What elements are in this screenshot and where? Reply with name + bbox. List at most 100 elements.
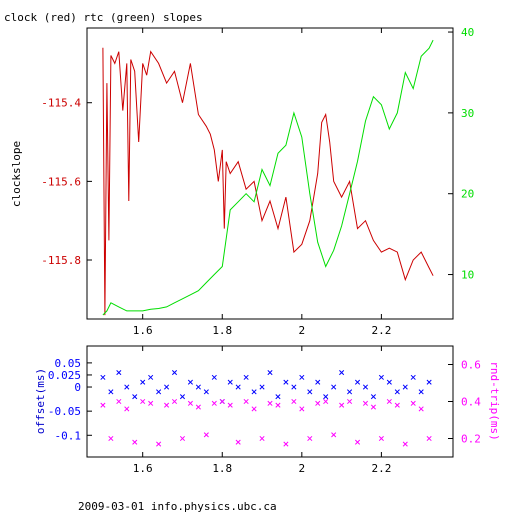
top-y-axis-label: clockslope	[10, 141, 23, 207]
offset-point	[323, 394, 329, 400]
bottom-y-tick-label: 0	[74, 381, 81, 394]
rndtrip-point	[339, 402, 345, 408]
offset-point	[235, 384, 241, 390]
offset-point	[259, 384, 265, 390]
rndtrip-point	[370, 404, 376, 410]
top-x-tick-label: 2.2	[371, 324, 391, 337]
offset-point	[331, 384, 337, 390]
top-y2-tick-label: 40	[461, 26, 474, 39]
rndtrip-point	[211, 400, 217, 406]
rndtrip-point	[132, 439, 138, 445]
offset-point	[299, 374, 305, 380]
offset-point	[386, 379, 392, 385]
offset-point	[354, 379, 361, 385]
rndtrip-point	[140, 398, 146, 405]
offset-point	[315, 379, 321, 385]
offset-point	[140, 379, 146, 385]
offset-point	[227, 379, 233, 385]
top-plot-frame	[86, 27, 454, 320]
rndtrip-point	[283, 441, 289, 447]
offset-point	[132, 394, 138, 400]
bottom-x-tick-label: 1.8	[212, 462, 232, 475]
bottom-left-y-axis-label: offset(ms)	[34, 368, 47, 434]
rndtrip-point	[402, 441, 408, 447]
offset-point	[108, 389, 114, 395]
rndtrip-point	[235, 439, 241, 445]
offset-point	[148, 374, 154, 380]
rndtrip-point	[291, 398, 297, 405]
offset-point	[283, 379, 289, 385]
offset-point	[156, 389, 162, 395]
bottom-y-tick-label: 0.05	[55, 357, 82, 370]
offset-point	[275, 394, 281, 400]
offset-point	[402, 384, 408, 390]
offset-point	[267, 369, 273, 376]
rndtrip-point	[307, 435, 313, 442]
top-x-tick-label: 1.6	[133, 324, 153, 337]
footer-credit: 2009-03-01 info.physics.ubc.ca	[78, 500, 277, 512]
offset-point	[418, 389, 424, 395]
rndtrip-point	[323, 398, 329, 405]
rndtrip-point	[124, 406, 130, 412]
top-y-tick-label: -115.8	[41, 254, 81, 267]
rndtrip-point	[148, 400, 154, 406]
clock-slope-line	[102, 47, 434, 316]
top-y2-tick-label: 30	[461, 107, 474, 120]
offset-point	[187, 379, 193, 385]
offset-point	[179, 394, 186, 400]
rndtrip-point	[187, 400, 193, 406]
page-title: clock (red) rtc (green) slopes	[4, 11, 203, 24]
rndtrip-point	[203, 432, 209, 438]
offset-point	[370, 394, 376, 400]
rndtrip-point	[410, 400, 416, 406]
offset-point	[124, 384, 130, 390]
rtc-slope-line	[102, 39, 434, 316]
rndtrip-point	[299, 406, 305, 412]
rndtrip-point	[164, 402, 170, 408]
offset-point	[394, 389, 400, 395]
bottom-y2-tick-label: 0.6	[461, 359, 481, 372]
offset-point	[116, 369, 122, 376]
offset-point	[203, 389, 209, 395]
rndtrip-point	[243, 398, 249, 405]
rndtrip-point	[354, 439, 361, 445]
bottom-x-tick-label: 1.6	[133, 462, 153, 475]
bottom-right-y-axis-label: rnd-trip(ms)	[488, 361, 501, 440]
offset-point	[362, 384, 369, 390]
rndtrip-point	[331, 432, 337, 438]
offset-point	[378, 374, 384, 380]
rndtrip-point	[100, 402, 106, 408]
top-x-tick-label: 1.8	[212, 324, 232, 337]
bottom-plot-frame	[86, 345, 454, 458]
rndtrip-point	[108, 435, 114, 442]
rndtrip-point	[347, 398, 353, 405]
offset-point	[243, 374, 249, 380]
rndtrip-point	[275, 402, 281, 408]
rndtrip-point	[378, 435, 384, 442]
rndtrip-point	[426, 435, 432, 442]
offset-point	[251, 389, 257, 395]
offset-point	[307, 389, 313, 395]
offset-point	[195, 384, 201, 390]
rndtrip-point	[227, 402, 233, 408]
rndtrip-point	[116, 398, 122, 405]
offset-point	[410, 374, 416, 380]
rndtrip-point	[156, 441, 162, 447]
offset-point	[426, 379, 432, 385]
bottom-y-tick-label: 0.025	[48, 369, 81, 382]
offset-point	[347, 389, 353, 395]
rndtrip-point	[179, 435, 186, 442]
rndtrip-point	[251, 406, 257, 412]
rndtrip-point	[418, 406, 424, 412]
bottom-x-tick-label: 2.2	[371, 462, 391, 475]
top-y-tick-label: -115.6	[41, 175, 81, 188]
rndtrip-point	[394, 402, 400, 408]
offset-point	[211, 374, 217, 380]
bottom-y2-tick-label: 0.2	[461, 433, 481, 446]
rndtrip-point	[386, 398, 392, 405]
rndtrip-point	[219, 398, 225, 405]
offset-point	[164, 384, 170, 390]
rndtrip-point	[315, 400, 321, 406]
